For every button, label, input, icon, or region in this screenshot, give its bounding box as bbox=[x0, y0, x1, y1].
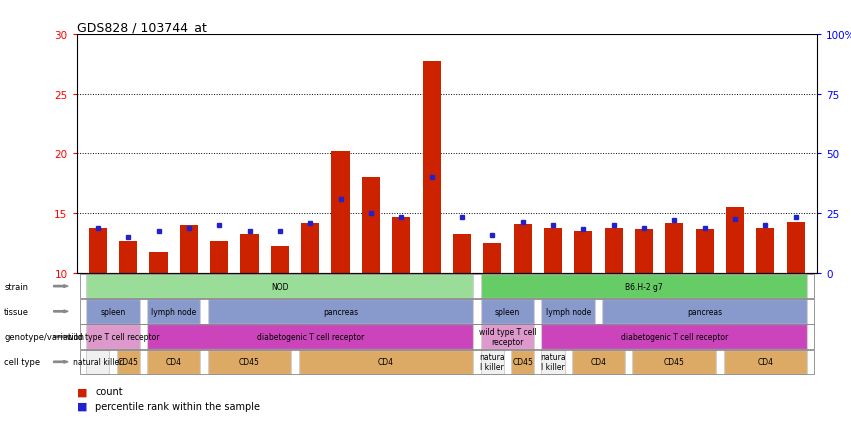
Text: tissue: tissue bbox=[4, 307, 29, 316]
Bar bbox=[150, 252, 168, 273]
Bar bbox=[332, 151, 350, 273]
Bar bbox=[544, 228, 562, 273]
Bar bbox=[635, 229, 653, 273]
Text: lymph node: lymph node bbox=[545, 307, 591, 316]
Text: GDS828 / 103744_at: GDS828 / 103744_at bbox=[77, 20, 207, 33]
Bar bbox=[786, 222, 805, 273]
Text: natura
l killer: natura l killer bbox=[540, 352, 566, 372]
Text: CD4: CD4 bbox=[166, 358, 181, 366]
Bar bbox=[604, 228, 623, 273]
Text: CD45: CD45 bbox=[664, 358, 685, 366]
Text: B6.H-2 g7: B6.H-2 g7 bbox=[625, 282, 663, 291]
Text: natural killer: natural killer bbox=[73, 358, 123, 366]
Text: count: count bbox=[95, 387, 123, 396]
Bar bbox=[89, 228, 107, 273]
Text: CD4: CD4 bbox=[757, 358, 774, 366]
Bar bbox=[392, 217, 410, 273]
Bar bbox=[362, 178, 380, 273]
Text: ■: ■ bbox=[77, 401, 87, 411]
Bar bbox=[301, 223, 319, 273]
Bar bbox=[210, 241, 228, 273]
Text: cell type: cell type bbox=[4, 358, 40, 366]
Text: CD45: CD45 bbox=[117, 358, 139, 366]
Text: spleen: spleen bbox=[100, 307, 126, 316]
Bar bbox=[119, 241, 137, 273]
Text: CD45: CD45 bbox=[512, 358, 533, 366]
Text: pancreas: pancreas bbox=[687, 307, 722, 316]
Text: diabetogenic T cell receptor: diabetogenic T cell receptor bbox=[620, 332, 728, 341]
Bar bbox=[271, 246, 289, 273]
Bar bbox=[574, 232, 592, 273]
Bar bbox=[180, 226, 198, 273]
Text: genotype/variation: genotype/variation bbox=[4, 332, 84, 341]
Bar bbox=[422, 62, 441, 273]
Bar bbox=[695, 229, 714, 273]
Bar bbox=[665, 223, 683, 273]
Text: pancreas: pancreas bbox=[323, 307, 358, 316]
Text: wild type T cell
receptor: wild type T cell receptor bbox=[478, 327, 536, 346]
Bar bbox=[453, 234, 471, 273]
Bar bbox=[241, 234, 259, 273]
Text: NOD: NOD bbox=[271, 282, 288, 291]
Text: spleen: spleen bbox=[494, 307, 520, 316]
Text: CD4: CD4 bbox=[591, 358, 607, 366]
Text: natura
l killer: natura l killer bbox=[479, 352, 505, 372]
Bar bbox=[483, 243, 501, 273]
Bar bbox=[726, 208, 744, 273]
Text: ■: ■ bbox=[77, 387, 87, 396]
Text: strain: strain bbox=[4, 282, 28, 291]
Text: wild type T cell receptor: wild type T cell receptor bbox=[66, 332, 159, 341]
Text: CD45: CD45 bbox=[239, 358, 260, 366]
Text: percentile rank within the sample: percentile rank within the sample bbox=[95, 401, 260, 411]
Text: lymph node: lymph node bbox=[151, 307, 197, 316]
Bar bbox=[513, 224, 532, 273]
Text: diabetogenic T cell receptor: diabetogenic T cell receptor bbox=[257, 332, 364, 341]
Text: CD4: CD4 bbox=[378, 358, 394, 366]
Bar bbox=[757, 228, 774, 273]
